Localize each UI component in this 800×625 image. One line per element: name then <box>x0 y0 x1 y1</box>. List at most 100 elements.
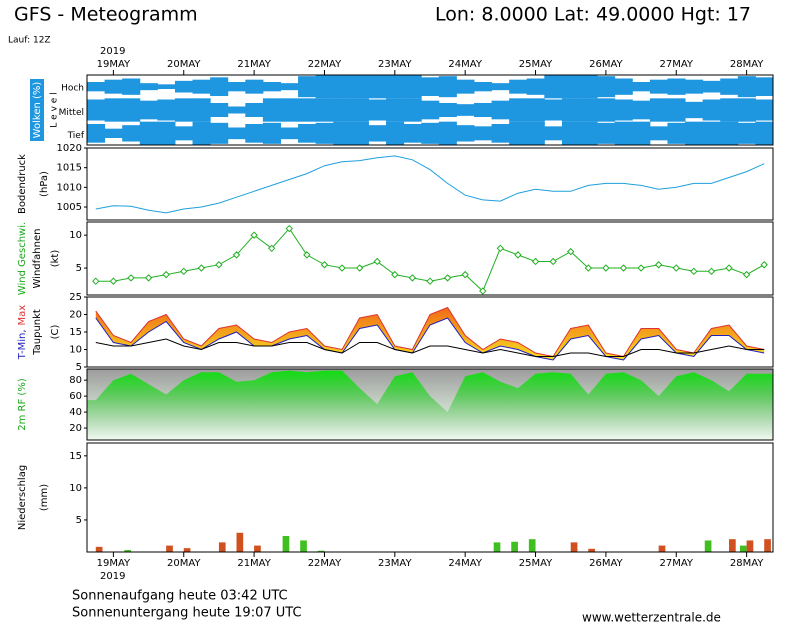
cloud-cell <box>122 125 141 142</box>
cloud-cell <box>280 127 299 140</box>
line <box>95 317 765 361</box>
bar <box>183 548 191 552</box>
cloud-cell <box>157 121 176 145</box>
marker <box>602 264 610 272</box>
cloud-cell <box>386 75 405 99</box>
cloud-cell <box>333 121 352 145</box>
level-label: Hoch <box>61 84 84 94</box>
cloud-cell <box>192 79 211 94</box>
marker <box>197 264 206 272</box>
level-label: Mittel <box>59 108 84 118</box>
line <box>95 155 765 214</box>
cloud-cell <box>509 98 528 122</box>
cloud-cell <box>192 121 211 145</box>
marker <box>531 257 540 266</box>
cloud-cell <box>456 104 475 116</box>
cloud-cell <box>632 82 651 92</box>
y-tick-label: 15 <box>69 327 82 338</box>
y-axis-unit: (mm) <box>39 484 50 511</box>
y-axis-label: Wind Geschwi. <box>17 222 28 295</box>
bar <box>658 545 666 552</box>
cloud-cell <box>192 98 211 122</box>
cloud-cell <box>509 79 528 94</box>
cloud-cell <box>122 78 141 95</box>
marker <box>180 267 188 276</box>
cloud-cell <box>456 79 475 94</box>
marker <box>285 224 293 233</box>
y-axis-label: Wolken (%) <box>32 82 43 139</box>
cloud-cell <box>315 75 334 99</box>
y-tick-label: 20 <box>69 310 82 321</box>
y-axis-label: Bodendruck <box>17 154 28 214</box>
x-tick-label: 28MAY <box>730 558 764 569</box>
cloud-cell <box>755 77 774 96</box>
cloud-cell <box>737 76 756 98</box>
cloud-cell <box>298 124 317 143</box>
cloud-cell <box>438 103 457 117</box>
marker <box>637 264 645 272</box>
y-tick-label: 1010 <box>57 182 82 193</box>
x-tick-label: 26MAY <box>589 558 623 569</box>
panel-background <box>87 443 773 552</box>
y-tick-label: 60 <box>69 391 82 402</box>
cloud-cell <box>280 83 299 91</box>
y-tick-label: 5 <box>76 515 82 526</box>
cloud-cell <box>333 98 352 122</box>
cloud-cell <box>597 122 616 144</box>
cloud-cell <box>350 121 369 145</box>
marker <box>408 274 417 282</box>
marker <box>355 264 364 272</box>
panel-background <box>87 297 773 367</box>
marker <box>549 257 557 266</box>
cloud-cell <box>87 124 106 143</box>
line <box>95 306 765 358</box>
range-fill <box>95 307 765 360</box>
cloud-cell <box>597 76 616 98</box>
marker <box>144 274 153 282</box>
marker <box>109 277 118 285</box>
sunrise: Sonnenaufgang heute 03:42 UTC <box>72 589 288 604</box>
cloud-cell <box>456 125 475 142</box>
cloud-cell <box>403 124 422 143</box>
bar <box>746 540 754 552</box>
y-tick-label: 5 <box>76 362 82 373</box>
year-bottom: 2019 <box>100 571 125 582</box>
cloud-cell <box>544 99 563 121</box>
cloud-cell <box>526 78 545 95</box>
cloud-cell <box>720 98 739 122</box>
marker <box>92 277 100 285</box>
marker <box>232 251 241 259</box>
cloud-cell <box>614 99 633 121</box>
cloud-cell <box>227 127 246 140</box>
y-axis-label-2: L e v e l <box>50 92 60 127</box>
cloud-cell <box>685 79 704 94</box>
x-tick-label: 21MAY <box>237 59 271 70</box>
bar <box>218 542 226 552</box>
area <box>87 370 773 440</box>
y-label-background <box>30 79 44 141</box>
marker <box>215 261 223 269</box>
cloud-cell <box>315 98 334 122</box>
cloud-cell <box>491 124 510 143</box>
line <box>95 338 765 357</box>
bar <box>300 540 307 552</box>
marker <box>514 251 522 259</box>
cloud-cell <box>386 121 405 145</box>
y-axis-unit: (kt) <box>50 250 61 268</box>
x-tick-label: 19MAY <box>97 59 131 70</box>
marker <box>725 264 733 272</box>
y-tick-label: 5 <box>76 263 82 274</box>
bar <box>729 539 736 552</box>
cloud-cell <box>509 121 528 145</box>
y-axis-label-min: T-Min, <box>17 329 28 360</box>
cloud-cell <box>174 98 194 122</box>
x-tick-label: 22MAY <box>308 558 342 569</box>
cloud-cell <box>403 98 422 122</box>
cloud-cell <box>280 98 299 122</box>
x-tick-label: 25MAY <box>519 59 553 70</box>
cloud-cell <box>579 121 598 145</box>
cloud-cell <box>350 75 369 99</box>
cloud-cell <box>174 80 194 93</box>
bar <box>493 542 501 552</box>
